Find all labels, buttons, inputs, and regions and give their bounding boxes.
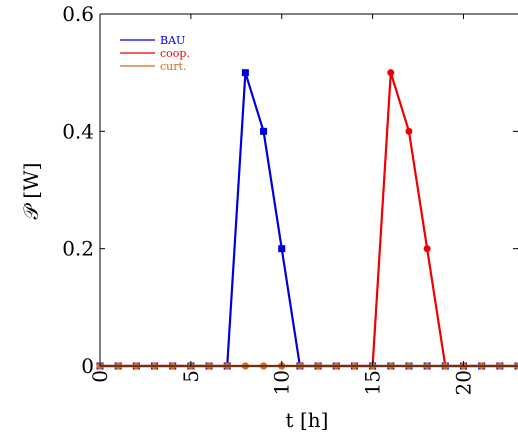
y-axis-label: 𝒫 [W] (19, 163, 43, 220)
y-tick-label: 0 (81, 354, 94, 378)
y-tick-label: 0.4 (62, 119, 94, 143)
series-line-0 (100, 71, 518, 368)
x-tick-label: 20 (451, 370, 475, 395)
y-tick-label: 0.6 (62, 2, 94, 26)
data-point (387, 69, 395, 77)
data-point (423, 245, 431, 253)
legend-label-2: curt. (160, 60, 186, 73)
x-tick-label: 5 (179, 370, 203, 383)
x-axis-label: t [h] (286, 408, 329, 432)
data-point (278, 245, 286, 253)
x-tick-label: 0 (88, 370, 112, 383)
data-point (405, 127, 413, 135)
y-tick-label: 0.2 (62, 237, 94, 261)
x-tick-label: 10 (270, 370, 294, 395)
series-line-1 (100, 71, 518, 368)
plot-area (96, 69, 518, 370)
axis-labels: t [h] 𝒫 [W] (19, 163, 328, 432)
axes: 0 0.2 0.4 0.6 0 5 10 15 20 (62, 2, 518, 395)
data-point (241, 69, 249, 77)
legend-label-1: coop. (160, 47, 190, 60)
x-tick-label: 15 (361, 370, 385, 395)
data-point (260, 127, 268, 135)
legend-label-0: BAU (160, 34, 185, 47)
